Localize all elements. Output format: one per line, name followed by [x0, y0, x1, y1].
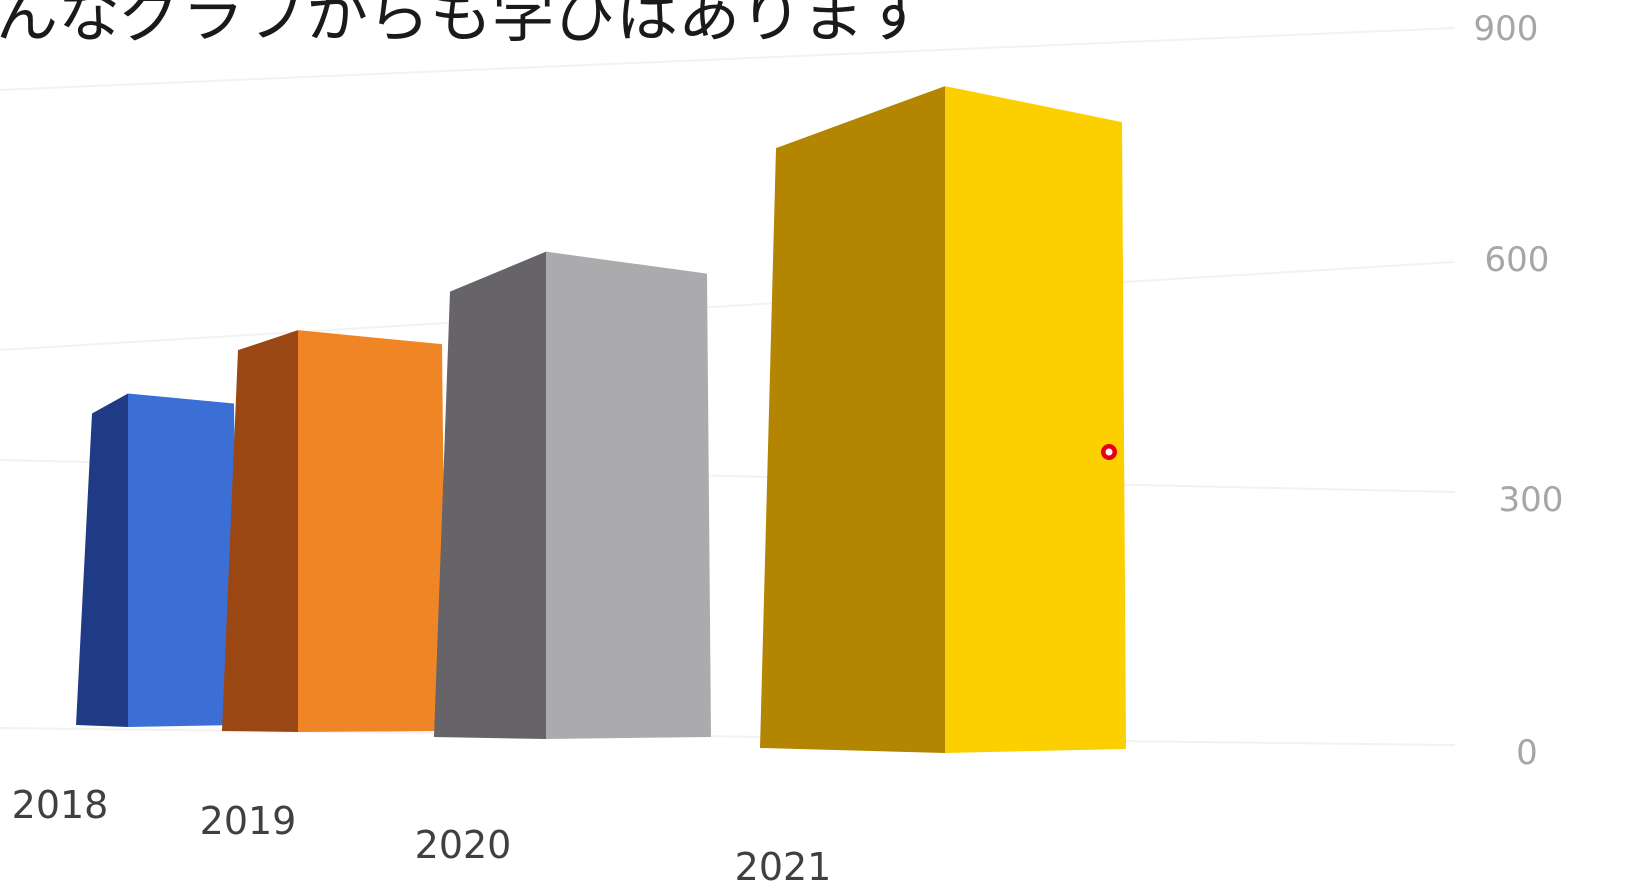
y-tick-label: 900 — [1474, 9, 1539, 49]
gridline — [0, 727, 1456, 746]
y-tick-label: 0 — [1516, 733, 1538, 773]
bar-front-face — [546, 251, 711, 739]
y-tick-label: 600 — [1485, 240, 1550, 280]
x-tick-label: 2019 — [200, 799, 297, 843]
y-axis-ticks: 0 300 600 900 — [1474, 9, 1564, 773]
bar-front-face — [128, 393, 238, 727]
bar-2018 — [76, 393, 238, 727]
bar-side-face — [76, 393, 128, 727]
bar-side-face — [222, 330, 298, 732]
bar-2021 — [760, 86, 1126, 754]
bars — [76, 86, 1126, 754]
y-tick-label: 300 — [1499, 480, 1564, 520]
x-tick-label: 2018 — [12, 783, 109, 827]
x-tick-label: 2020 — [415, 823, 512, 867]
bar-2020 — [434, 251, 711, 739]
x-tick-label: 2021 — [735, 845, 832, 883]
gridline — [0, 261, 1456, 351]
cursor-dot-center — [1105, 448, 1113, 456]
cursor-marker — [1101, 444, 1117, 460]
bar-side-face — [434, 251, 546, 739]
gridline — [0, 27, 1456, 91]
bar-front-face — [298, 330, 446, 732]
bar-side-face — [760, 86, 945, 754]
bar-front-face — [945, 86, 1126, 754]
x-axis-ticks: 2018 2019 2020 2021 — [12, 783, 832, 883]
bar-2019 — [222, 330, 446, 732]
chart-title: んなグラフからも学びはあります — [0, 0, 926, 51]
